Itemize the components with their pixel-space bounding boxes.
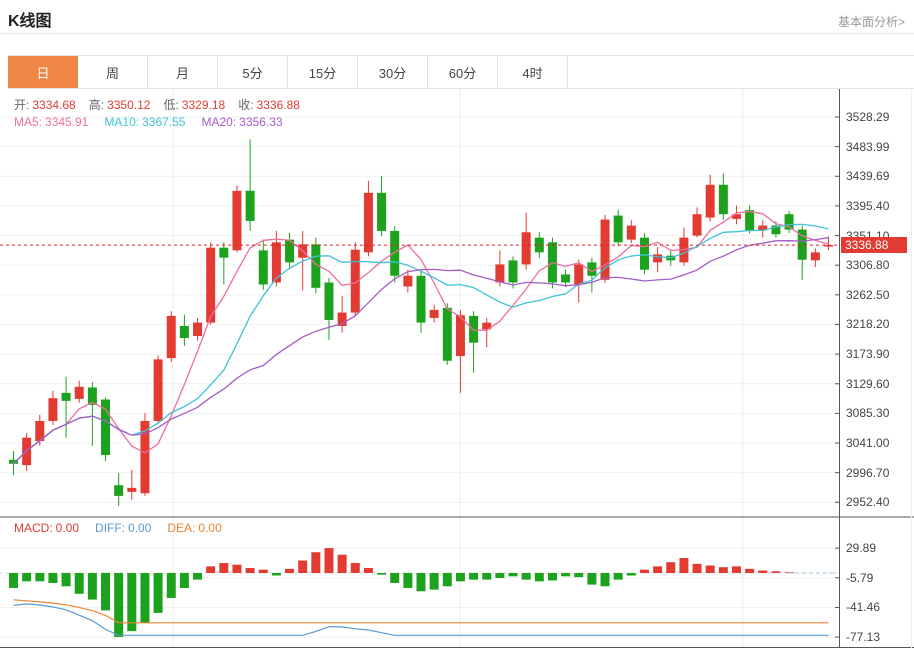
current-price-badge: 3336.88 <box>841 237 907 254</box>
price-tick-label: 3085.30 <box>846 406 890 421</box>
timeframe-tabbar: 日周月 5分 15分 30分 60分 4时 <box>8 55 914 89</box>
diff-line <box>13 603 829 636</box>
macd-legend-row: MACD: 0.00 DIFF: 0.00 DEA: 0.00 <box>14 521 222 535</box>
price-tick-label: 3218.20 <box>846 317 890 332</box>
dea-legend: DEA: 0.00 <box>167 521 222 535</box>
ma5-line <box>13 210 829 465</box>
tab-30分[interactable]: 30分 <box>358 56 428 88</box>
price-tick-label: 3041.00 <box>846 436 890 451</box>
tab-月[interactable]: 月 <box>148 56 218 88</box>
tab-4时[interactable]: 4时 <box>498 56 568 88</box>
high-value: 高: 3350.12 <box>88 98 151 112</box>
price-tick-label: 3129.60 <box>846 376 890 391</box>
fundamental-analysis-link[interactable]: 基本面分析> <box>837 15 905 29</box>
macd-tick-label: -77.13 <box>846 630 881 645</box>
chart-area[interactable]: 开: 3334.68 高: 3350.12 低: 3329.18 收: 3336.88 … <box>0 89 914 650</box>
macd-histogram <box>9 548 794 637</box>
tab-60分[interactable]: 60分 <box>428 56 498 88</box>
tab-周[interactable]: 周 <box>78 56 148 88</box>
ma10-line <box>13 223 829 465</box>
candles-layer <box>9 139 833 506</box>
tab-5分[interactable]: 5分 <box>218 56 288 88</box>
gridlines <box>0 89 838 648</box>
title-divider <box>0 33 914 34</box>
tab-日[interactable]: 日 <box>8 56 78 88</box>
low-value: 低: 3329.18 <box>163 98 226 112</box>
tab-15分[interactable]: 15分 <box>288 56 358 88</box>
macd-legend: MACD: 0.00 <box>14 521 80 535</box>
price-tick-label: 3395.40 <box>846 198 890 213</box>
dea-line <box>13 599 829 624</box>
ma-legend-row: MA5: 3345.91 MA10: 3367.55 MA20: 3356.33 <box>14 115 283 129</box>
right-edge-border <box>911 89 912 648</box>
open-value: 开: 3334.68 <box>14 98 76 112</box>
diff-legend: DIFF: 0.00 <box>95 521 152 535</box>
ma10-legend: MA10: 3367.55 <box>104 115 186 129</box>
price-tick-label: 2996.70 <box>846 465 890 480</box>
kline-chart-canvas[interactable] <box>0 89 914 650</box>
ma5-legend: MA5: 3345.91 <box>14 115 89 129</box>
price-tick-label: 3528.29 <box>846 110 890 124</box>
axes <box>0 89 914 648</box>
close-value: 收: 3336.88 <box>238 98 300 112</box>
price-tick-label: 3173.90 <box>846 347 890 362</box>
price-tick-label: 3439.69 <box>846 169 890 184</box>
macd-tick-label: 29.89 <box>846 541 877 556</box>
price-tick-label: 3483.99 <box>846 139 890 154</box>
ohlc-info-row: 开: 3334.68 高: 3350.12 低: 3329.18 收: 3336.88 <box>14 96 300 113</box>
price-tick-label: 3262.50 <box>846 287 890 302</box>
macd-tick-label: -5.79 <box>846 570 874 585</box>
price-tick-label: 2952.40 <box>846 495 890 510</box>
ma20-line <box>13 237 829 465</box>
price-tick-label: 3306.80 <box>846 258 890 273</box>
macd-tick-label: -41.46 <box>846 600 881 615</box>
ma20-legend: MA20: 3356.33 <box>201 115 283 129</box>
page-title: K线图 <box>8 13 52 30</box>
